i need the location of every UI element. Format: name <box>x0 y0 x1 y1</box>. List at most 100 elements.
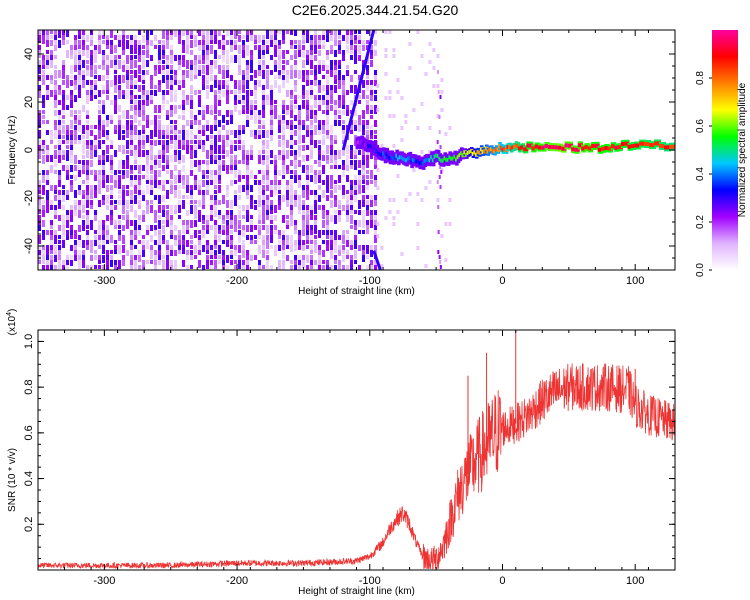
noise-cell <box>298 50 301 57</box>
noise-cell <box>440 108 444 112</box>
noise-cell <box>78 190 81 195</box>
noise-cell <box>114 265 117 270</box>
noise-cell <box>190 200 193 204</box>
noise-cell <box>54 265 57 270</box>
noise-cell <box>326 65 329 74</box>
noise-cell <box>318 120 321 129</box>
noise-cell <box>210 40 213 44</box>
noise-cell <box>162 130 165 135</box>
noise-cell <box>290 195 293 204</box>
noise-cell <box>306 235 309 244</box>
noise-cell <box>166 90 169 95</box>
noise-cell <box>326 235 329 239</box>
noise-cell <box>310 80 313 89</box>
noise-cell <box>54 255 57 262</box>
noise-cell <box>54 170 57 174</box>
noise-cell <box>50 35 53 39</box>
noise-cell <box>202 265 205 270</box>
noise-cell <box>114 85 117 93</box>
noise-cell <box>226 65 229 70</box>
noise-cell <box>384 48 388 52</box>
noise-cell <box>326 260 329 266</box>
noise-cell <box>74 240 77 249</box>
noise-cell <box>286 140 289 148</box>
noise-cell <box>50 185 53 191</box>
noise-cell <box>370 135 373 139</box>
noise-cell <box>350 215 353 224</box>
noise-cell <box>62 155 65 160</box>
noise-cell <box>258 115 261 123</box>
noise-cell <box>214 175 217 184</box>
noise-cell <box>74 230 77 239</box>
noise-cell <box>254 200 257 204</box>
noise-cell <box>326 210 329 217</box>
noise-cell <box>238 85 241 90</box>
noise-cell <box>66 220 69 228</box>
noise-cell <box>178 150 181 159</box>
noise-cell <box>302 225 305 231</box>
noise-cell <box>70 185 73 192</box>
noise-cell <box>282 250 285 259</box>
noise-cell <box>66 235 69 240</box>
noise-cell <box>412 168 416 172</box>
noise-cell <box>362 195 365 200</box>
noise-cell <box>234 250 237 256</box>
noise-cell <box>54 100 57 108</box>
noise-cell <box>162 240 165 244</box>
noise-cell <box>90 240 93 249</box>
noise-cell <box>94 90 97 96</box>
noise-cell <box>238 35 241 42</box>
noise-cell <box>178 230 181 238</box>
noise-cell <box>214 95 217 104</box>
noise-cell <box>206 260 209 265</box>
noise-cell <box>242 145 245 150</box>
noise-cell <box>58 130 61 139</box>
noise-cell <box>266 260 269 269</box>
noise-cell <box>246 120 249 127</box>
noise-cell <box>138 180 141 185</box>
noise-cell <box>110 40 113 45</box>
noise-cell <box>346 90 349 95</box>
noise-cell <box>258 170 261 174</box>
noise-cell <box>306 95 309 100</box>
track-cell <box>634 143 642 148</box>
noise-cell <box>138 240 141 244</box>
noise-cell <box>250 150 253 155</box>
noise-cell <box>246 90 249 96</box>
noise-cell <box>366 205 369 210</box>
noise-cell <box>354 240 357 249</box>
y-tick-label: 0.2 <box>23 517 35 532</box>
noise-cell <box>266 205 269 212</box>
noise-cell <box>66 150 69 155</box>
noise-cell <box>254 205 257 210</box>
noise-cell <box>126 80 129 89</box>
noise-cell <box>310 40 313 47</box>
noise-cell <box>440 78 444 82</box>
noise-cell <box>310 95 313 99</box>
noise-cell <box>194 160 197 167</box>
noise-cell <box>254 130 257 138</box>
noise-cell <box>282 135 285 144</box>
noise-cell <box>198 110 201 115</box>
noise-cell <box>310 165 313 173</box>
noise-cell <box>234 170 237 178</box>
noise-cell <box>226 30 229 36</box>
noise-cell <box>178 245 181 254</box>
noise-cell <box>142 135 145 142</box>
noise-cell <box>302 100 305 109</box>
noise-cell <box>354 70 357 74</box>
noise-cell <box>138 145 141 151</box>
noise-cell <box>338 175 341 183</box>
noise-cell <box>318 205 321 210</box>
noise-cell <box>222 225 225 233</box>
noise-cell <box>218 235 221 242</box>
noise-cell <box>338 235 341 240</box>
noise-cell <box>138 30 141 35</box>
noise-cell <box>330 200 333 208</box>
noise-cell <box>238 205 241 209</box>
noise-cell <box>66 105 69 110</box>
track-cell <box>561 146 567 151</box>
noise-cell <box>354 30 357 34</box>
noise-cell <box>78 70 81 75</box>
noise-cell <box>270 105 273 110</box>
